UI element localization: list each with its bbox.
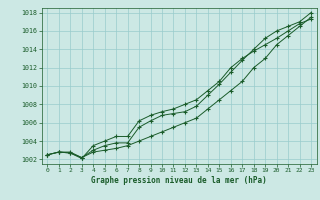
X-axis label: Graphe pression niveau de la mer (hPa): Graphe pression niveau de la mer (hPa) [91, 176, 267, 185]
